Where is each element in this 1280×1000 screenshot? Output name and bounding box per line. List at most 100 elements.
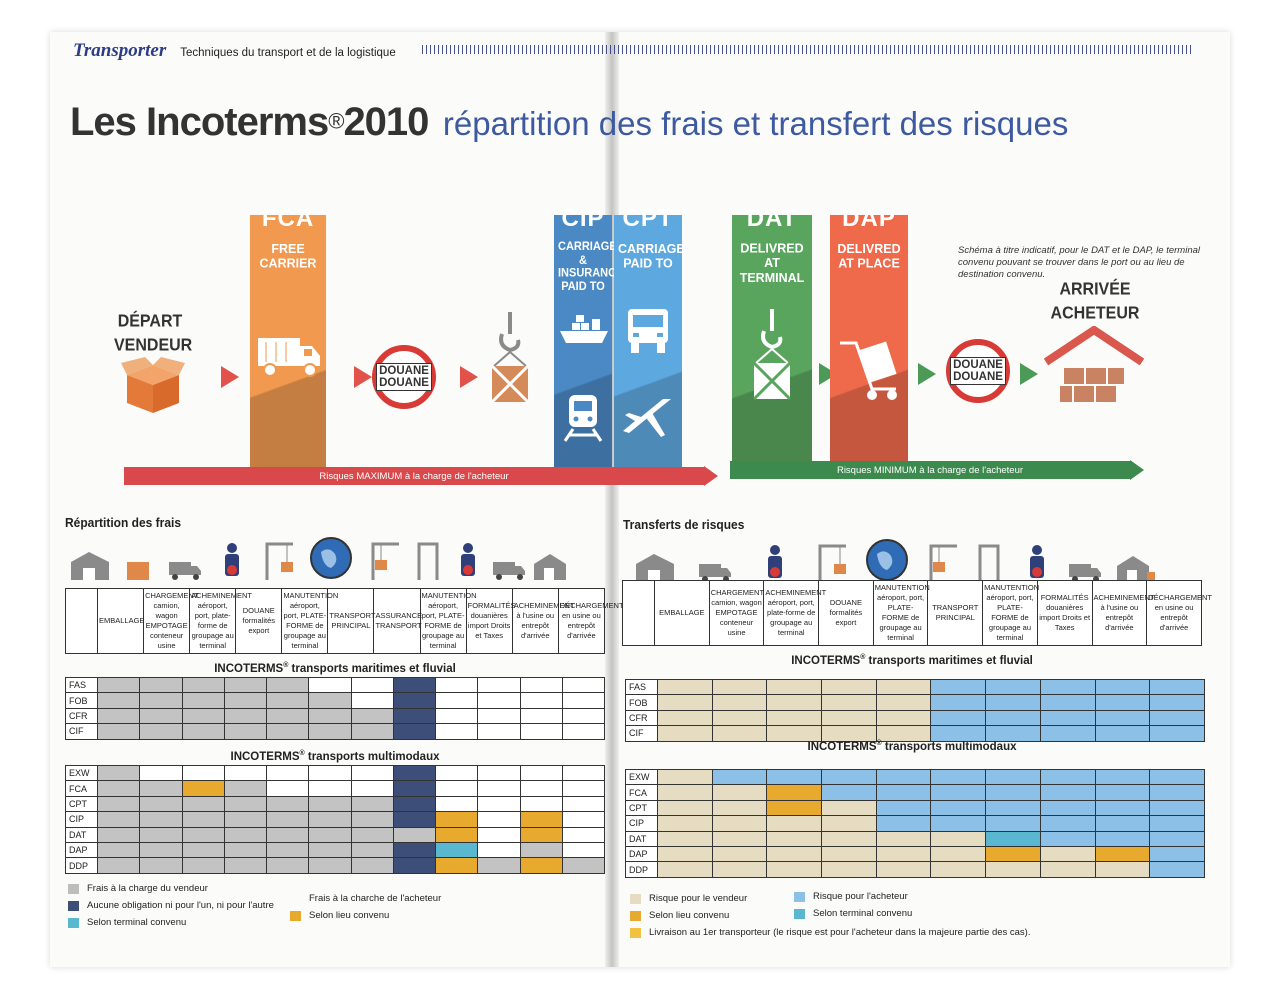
grid-cell xyxy=(96,676,141,694)
grid-cell xyxy=(875,768,932,786)
grid-cell xyxy=(1149,725,1205,742)
truck-small-icon-r2 xyxy=(1063,562,1107,582)
grid-cell xyxy=(265,841,310,859)
customs-officer-icon-2 xyxy=(448,542,488,580)
grid-cell xyxy=(96,857,141,874)
term-fca-code: FCA xyxy=(261,205,315,232)
grid-cell xyxy=(519,826,563,843)
incoterm-code: CFR xyxy=(65,707,98,725)
grid-cell xyxy=(350,826,394,843)
grid-cell xyxy=(265,692,310,709)
term-cip: CIP CARRIAGE & INSURANCE PAID TO xyxy=(554,205,623,468)
table-row: CIP xyxy=(625,815,1205,832)
grid-cell xyxy=(1094,678,1151,696)
incoterms-diagram: DÉPART VENDEUR FCA FREE CARRIER DOUANE D… xyxy=(50,32,1230,502)
grid-cell xyxy=(657,694,713,711)
grid-cell xyxy=(766,768,823,786)
grid-cell xyxy=(519,857,563,874)
grid-cell xyxy=(985,709,1041,727)
truck-icon xyxy=(256,333,322,379)
incoterm-code: CIP xyxy=(65,811,98,828)
title-main: Les Incoterms xyxy=(70,100,329,144)
grid-cell xyxy=(1039,861,1096,878)
table-row: DDP xyxy=(625,861,1205,878)
grid-cell xyxy=(181,723,225,740)
grid-cell xyxy=(1039,768,1096,786)
grid-cell xyxy=(985,678,1041,696)
risques-header-table: EMBALLAGE CHARGEMENT camion, wagon EMPOTA… xyxy=(622,580,1212,646)
grid-cell xyxy=(181,780,225,797)
frais-maritime-table: FAS FOB CFR CIF xyxy=(65,676,606,740)
customs-officer-icon-r xyxy=(745,544,805,582)
risques-group-multimodaux: INCOTERMS® transports multimodaux xyxy=(807,740,1017,753)
grid-cell xyxy=(711,815,768,832)
frais-legend-left: Frais à la charge du vendeur Aucune obli… xyxy=(68,880,308,931)
gantry-icon-r xyxy=(967,542,1011,582)
grid-cell xyxy=(96,811,141,828)
table-row: FAS xyxy=(625,678,1205,696)
warehouse-small-icon-r2 xyxy=(1107,554,1163,582)
grid-cell xyxy=(477,764,521,782)
grid-cell xyxy=(1039,678,1096,696)
column-header: TRANSPORT PRINCIPAL xyxy=(927,580,984,646)
grid-cell xyxy=(930,784,987,801)
risques-legend-item: Risque pour l'acheteur xyxy=(794,888,1054,905)
grid-cell xyxy=(265,723,310,740)
column-header: ACHEMINEMENT aéroport, port, plate-forme… xyxy=(763,580,826,646)
column-header: EMBALLAGE xyxy=(654,580,710,646)
incoterm-code: FOB xyxy=(65,692,98,709)
grid-cell xyxy=(766,815,823,832)
grid-cell xyxy=(821,768,877,786)
grid-cell xyxy=(657,709,713,727)
grid-cell xyxy=(821,694,877,711)
grid-cell xyxy=(434,780,479,797)
grid-cell xyxy=(519,795,563,813)
grid-cell xyxy=(561,707,606,725)
table-row: DAP xyxy=(65,841,606,859)
frais-legend-item: Selon lieu convenu xyxy=(290,907,530,924)
column-header xyxy=(622,580,655,646)
grid-cell xyxy=(930,845,987,863)
grid-cell xyxy=(265,764,310,782)
grid-cell xyxy=(711,768,768,786)
frais-group-multimodaux: INCOTERMS® transports multimodaux xyxy=(230,750,440,763)
grid-cell xyxy=(223,764,268,782)
grid-cell xyxy=(1039,784,1096,801)
incoterm-code: CIF xyxy=(65,723,98,740)
grid-cell xyxy=(350,841,394,859)
crane-small-icon-r2 xyxy=(917,542,967,582)
column-header: MANUTENTION aéroport, port, PLATE-FORME … xyxy=(982,580,1039,646)
grid-cell xyxy=(434,841,479,859)
term-cpt-code: CPT xyxy=(622,205,674,232)
crane-small-icon-2 xyxy=(360,540,408,580)
grid-cell xyxy=(1094,725,1151,742)
grid-cell xyxy=(96,692,141,709)
term-dap: DAP DELIVRED AT PLACE xyxy=(830,205,908,468)
grid-cell xyxy=(350,780,394,797)
grid-cell xyxy=(139,707,183,725)
grid-cell xyxy=(1039,830,1096,847)
grid-cell xyxy=(1039,694,1096,711)
grid-cell xyxy=(766,799,823,817)
incoterm-code: CIP xyxy=(625,815,658,832)
globe-transports-icon xyxy=(302,536,360,580)
frais-legend-item: Aucune obligation ni pour l'un, ni pour … xyxy=(68,897,308,914)
grid-cell xyxy=(96,723,141,740)
grid-cell xyxy=(519,780,563,797)
grid-cell xyxy=(875,725,932,742)
column-header: EMBALLAGE xyxy=(96,588,144,654)
page-title: Les Incoterms®2010 répartition des frais… xyxy=(70,100,1068,145)
grid-cell xyxy=(561,857,606,874)
grid-cell xyxy=(519,764,563,782)
grid-cell xyxy=(308,723,352,740)
grid-cell xyxy=(139,764,183,782)
grid-cell xyxy=(477,676,521,694)
depart-vendeur-label: DÉPART VENDEUR xyxy=(114,312,193,355)
grid-cell xyxy=(477,811,521,828)
term-cip-code: CIP xyxy=(561,205,605,232)
grid-cell xyxy=(392,857,437,874)
grid-cell xyxy=(766,678,823,696)
flow-arrow-2 xyxy=(354,366,372,388)
risques-multimodal-table: EXW FCA CPT CIP DAT DAP DDP xyxy=(625,768,1205,878)
incoterm-code: CFR xyxy=(625,709,658,727)
